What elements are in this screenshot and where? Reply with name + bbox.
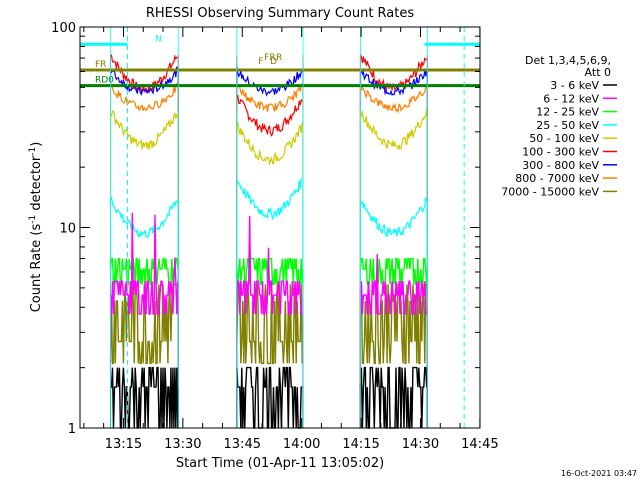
legend-entry-label: 6 - 12 keV bbox=[543, 92, 599, 105]
x-tick-label: 14:15 bbox=[342, 437, 379, 452]
annotation-label: R bbox=[276, 53, 282, 63]
timestamp: 16-Oct-2021 03:47 bbox=[561, 469, 637, 478]
series-trace bbox=[110, 366, 179, 429]
legend-header: Det 1,3,4,5,6,9, bbox=[525, 54, 611, 67]
chart-title: RHESSI Observing Summary Count Rates bbox=[146, 6, 415, 21]
flag-label: RD0 bbox=[95, 76, 114, 86]
axes: 1 10 100 13:15 13:30 13:45 14:00 14:15 14:30 14:4… bbox=[51, 21, 498, 452]
series-trace bbox=[236, 257, 303, 286]
series-trace bbox=[236, 366, 303, 429]
y-axis-label: Count Rate (s-1 detector-1) bbox=[28, 142, 44, 313]
series-trace bbox=[359, 197, 428, 237]
flag-label: N bbox=[155, 34, 162, 44]
x-tick-label: 13:45 bbox=[224, 437, 261, 452]
legend-entry-label: 25 - 50 keV bbox=[536, 119, 599, 132]
series-trace bbox=[360, 69, 428, 96]
annotation-label: D bbox=[270, 57, 277, 67]
series-trace bbox=[359, 84, 427, 114]
x-tick-label: 13:30 bbox=[164, 437, 201, 452]
series-trace bbox=[236, 66, 303, 97]
flag-fr: FR bbox=[80, 60, 480, 72]
series-trace bbox=[236, 94, 303, 137]
series-trace bbox=[109, 212, 179, 315]
legend-header: Att 0 bbox=[585, 66, 611, 79]
series-trace bbox=[236, 177, 303, 221]
x-tick-label: 14:00 bbox=[283, 437, 320, 452]
flag-label: FR bbox=[95, 60, 106, 70]
legend-entry-label: 12 - 25 keV bbox=[536, 106, 599, 119]
legend-entry-label: 300 - 800 keV bbox=[522, 159, 599, 172]
series-trace bbox=[236, 121, 303, 166]
legend-entry-label: 3 - 6 keV bbox=[550, 79, 599, 92]
series-trace bbox=[359, 257, 428, 286]
series-trace bbox=[359, 254, 427, 315]
legend-entry-label: 50 - 100 keV bbox=[529, 132, 599, 145]
y-tick-label: 1 bbox=[68, 422, 76, 437]
y-tick-label: 10 bbox=[59, 222, 76, 237]
series-trace bbox=[109, 283, 178, 365]
legend-entry-label: 100 - 300 keV bbox=[522, 146, 599, 159]
legend-entry-label: 800 - 7000 keV bbox=[515, 172, 599, 185]
y-tick-label: 100 bbox=[51, 21, 76, 36]
annotation-label: FR bbox=[264, 53, 275, 63]
series-trace bbox=[109, 82, 179, 112]
series-trace bbox=[109, 66, 179, 96]
series-trace bbox=[236, 215, 303, 315]
series-trace bbox=[236, 83, 303, 112]
annotation-label: F bbox=[258, 57, 263, 67]
x-tick-label: 14:45 bbox=[461, 437, 498, 452]
series-trace bbox=[110, 110, 179, 150]
series-trace bbox=[359, 107, 428, 151]
legend-entry-label: 7000 - 15000 keV bbox=[501, 185, 599, 198]
flag-rd0: RD0 bbox=[80, 76, 480, 88]
x-tick-label: 14:30 bbox=[402, 437, 439, 452]
series-trace bbox=[109, 257, 179, 286]
flag-n: N bbox=[80, 34, 480, 46]
x-tick-label: 13:15 bbox=[105, 437, 142, 452]
series-trace bbox=[236, 283, 303, 365]
series-trace bbox=[109, 196, 179, 239]
x-axis-label: Start Time (01-Apr-11 13:05:02) bbox=[176, 456, 384, 471]
